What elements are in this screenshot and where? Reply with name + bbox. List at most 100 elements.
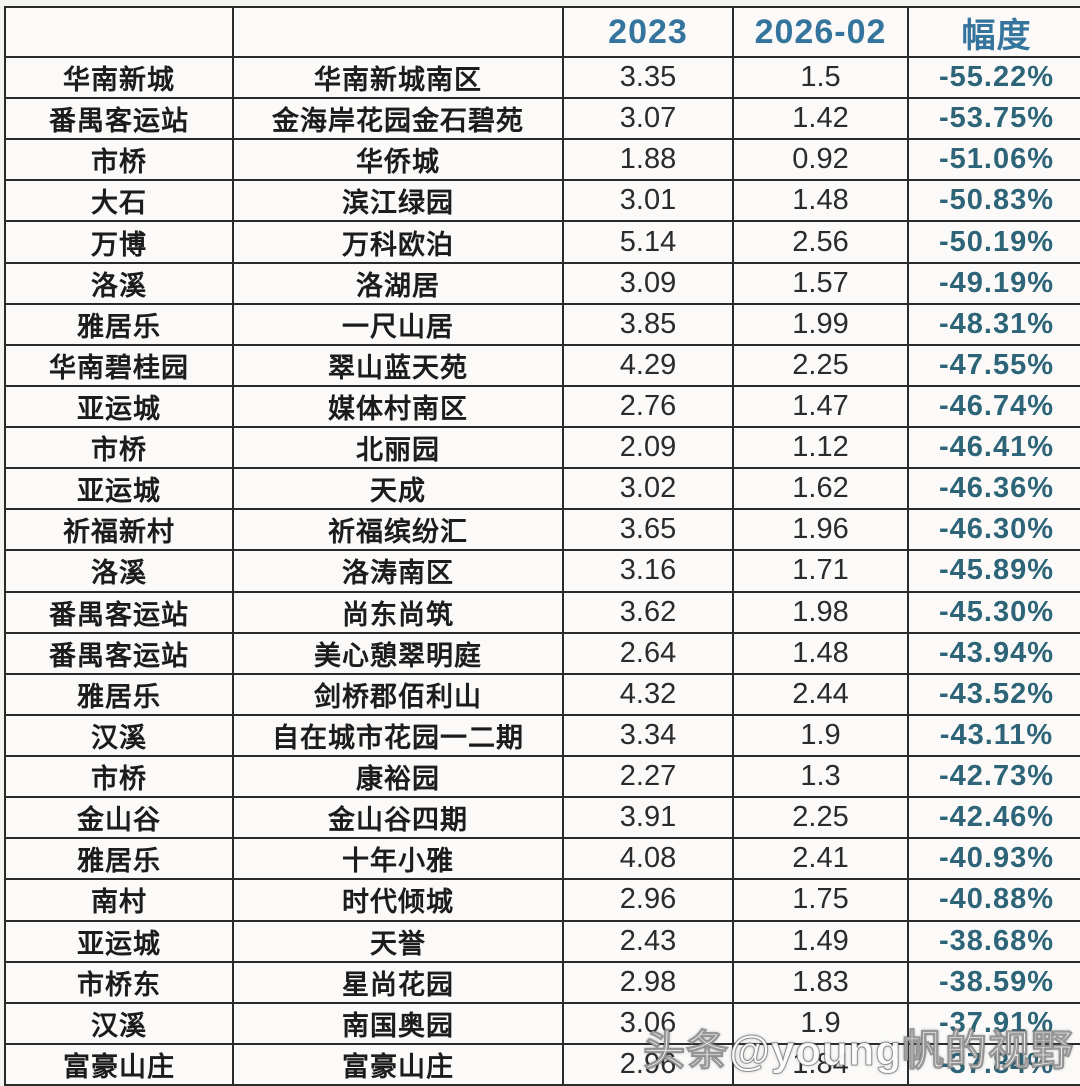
- cell-2026-02: 1.83: [734, 962, 909, 1004]
- cell-change: -40.88%: [909, 880, 1080, 922]
- cell-change: -46.74%: [909, 387, 1080, 429]
- cell-area: 华南碧桂园: [6, 345, 234, 387]
- cell-2026-02: 2.25: [734, 798, 909, 840]
- cell-change: -42.46%: [909, 798, 1080, 840]
- cell-change: -55.22%: [909, 58, 1080, 100]
- cell-2026-02: 1.9: [734, 1003, 909, 1045]
- cell-change: -51.06%: [909, 140, 1080, 182]
- cell-area: 雅居乐: [6, 839, 234, 881]
- cell-change: -38.68%: [909, 922, 1080, 963]
- cell-community: 滨江绿园: [234, 181, 564, 223]
- cell-community: 洛湖居: [234, 263, 564, 305]
- cell-change: -38.59%: [909, 963, 1080, 1004]
- cell-area: 南村: [6, 880, 234, 922]
- cell-2023: 3.01: [564, 181, 734, 223]
- header-cell-area: [6, 8, 234, 58]
- cell-2023: 2.27: [564, 757, 734, 799]
- cell-community: 富豪山庄: [234, 1044, 564, 1086]
- cell-change: -50.19%: [909, 222, 1080, 264]
- cell-change: -45.30%: [909, 593, 1080, 634]
- cell-change: -42.73%: [909, 757, 1080, 799]
- cell-2026-02: 1.47: [734, 386, 909, 429]
- cell-2023: 3.06: [564, 1003, 734, 1045]
- cell-change: -45.89%: [909, 551, 1080, 593]
- cell-2026-02: 2.41: [734, 839, 909, 881]
- cell-community: 媒体村南区: [234, 386, 564, 429]
- cell-change: -46.41%: [909, 428, 1080, 470]
- cell-community: 洛涛南区: [234, 551, 564, 593]
- cell-2023: 3.07: [564, 99, 734, 141]
- cell-2026-02: 1.48: [734, 181, 909, 223]
- cell-area: 雅居乐: [6, 304, 234, 346]
- cell-community: 自在城市花园一二期: [234, 715, 564, 758]
- cell-2026-02: 1.48: [734, 633, 909, 675]
- cell-2026-02: 1.98: [734, 592, 909, 634]
- cell-2023: 3.02: [564, 469, 734, 511]
- cell-2023: 2.09: [564, 428, 734, 470]
- cell-area: 番禺客运站: [6, 99, 234, 141]
- cell-area: 汉溪: [6, 715, 234, 758]
- cell-2023: 4.08: [564, 839, 734, 881]
- cell-2023: 2.96: [564, 880, 734, 922]
- cell-community: 祈福缤纷汇: [234, 510, 564, 552]
- cell-2023: 3.34: [564, 715, 734, 758]
- header-cell-2026-02: 2026-02: [734, 8, 909, 58]
- cell-2026-02: 1.62: [734, 469, 909, 511]
- cell-2023: 3.09: [564, 263, 734, 305]
- cell-community: 金山谷四期: [234, 798, 564, 840]
- cell-change: -37.84%: [909, 1045, 1080, 1086]
- cell-area: 市桥: [6, 757, 234, 799]
- cell-2026-02: 1.99: [734, 304, 909, 346]
- cell-2026-02: 0.92: [734, 140, 909, 182]
- cell-2026-02: 1.12: [734, 428, 909, 470]
- cell-community: 星尚花园: [234, 962, 564, 1004]
- cell-2023: 2.64: [564, 633, 734, 675]
- cell-area: 市桥: [6, 140, 234, 182]
- cell-2026-02: 2.56: [734, 222, 909, 264]
- cell-2026-02: 1.57: [734, 263, 909, 305]
- cell-area: 亚运城: [6, 921, 234, 963]
- cell-2026-02: 1.96: [734, 510, 909, 552]
- cell-2026-02: 1.9: [734, 715, 909, 758]
- cell-community: 一尺山居: [234, 304, 564, 346]
- cell-2026-02: 1.42: [734, 99, 909, 141]
- cell-change: -37.91%: [909, 1004, 1080, 1045]
- cell-area: 番禺客运站: [6, 633, 234, 675]
- cell-change: -43.11%: [909, 716, 1080, 758]
- cell-community: 南国奥园: [234, 1003, 564, 1045]
- cell-community: 北丽园: [234, 428, 564, 470]
- cell-area: 万博: [6, 222, 234, 264]
- cell-community: 剑桥郡佰利山: [234, 674, 564, 716]
- cell-change: -48.31%: [909, 305, 1080, 346]
- price-comparison-table: 2023 2026-02 幅度 华南新城 华南新城南区 3.35 1.5 -55…: [4, 6, 1080, 1086]
- cell-community: 天成: [234, 469, 564, 511]
- cell-2023: 3.35: [564, 58, 734, 100]
- cell-change: -46.30%: [909, 510, 1080, 552]
- cell-community: 金海岸花园金石碧苑: [234, 99, 564, 141]
- cell-2026-02: 1.49: [734, 921, 909, 963]
- cell-2023: 3.65: [564, 510, 734, 552]
- cell-community: 华侨城: [234, 140, 564, 182]
- cell-area: 市桥东: [6, 962, 234, 1004]
- cell-community: 翠山蓝天苑: [234, 345, 564, 387]
- cell-2023: 2.43: [564, 921, 734, 963]
- cell-area: 番禺客运站: [6, 592, 234, 634]
- cell-2026-02: 1.75: [734, 880, 909, 922]
- cell-2026-02: 2.44: [734, 674, 909, 716]
- cell-area: 洛溪: [6, 263, 234, 305]
- header-cell-community: [234, 8, 564, 58]
- cell-area: 洛溪: [6, 551, 234, 593]
- cell-2026-02: 1.71: [734, 551, 909, 593]
- cell-community: 十年小雅: [234, 839, 564, 881]
- cell-change: -40.93%: [909, 839, 1080, 881]
- cell-community: 万科欧泊: [234, 222, 564, 264]
- cell-community: 天誉: [234, 921, 564, 963]
- cell-2023: 5.14: [564, 222, 734, 264]
- cell-2023: 3.16: [564, 551, 734, 593]
- cell-2026-02: 1.3: [734, 757, 909, 799]
- cell-community: 美心憩翠明庭: [234, 633, 564, 675]
- header-cell-2023: 2023: [564, 8, 734, 58]
- cell-area: 富豪山庄: [6, 1044, 234, 1086]
- cell-change: -47.55%: [909, 346, 1080, 387]
- cell-area: 亚运城: [6, 469, 234, 511]
